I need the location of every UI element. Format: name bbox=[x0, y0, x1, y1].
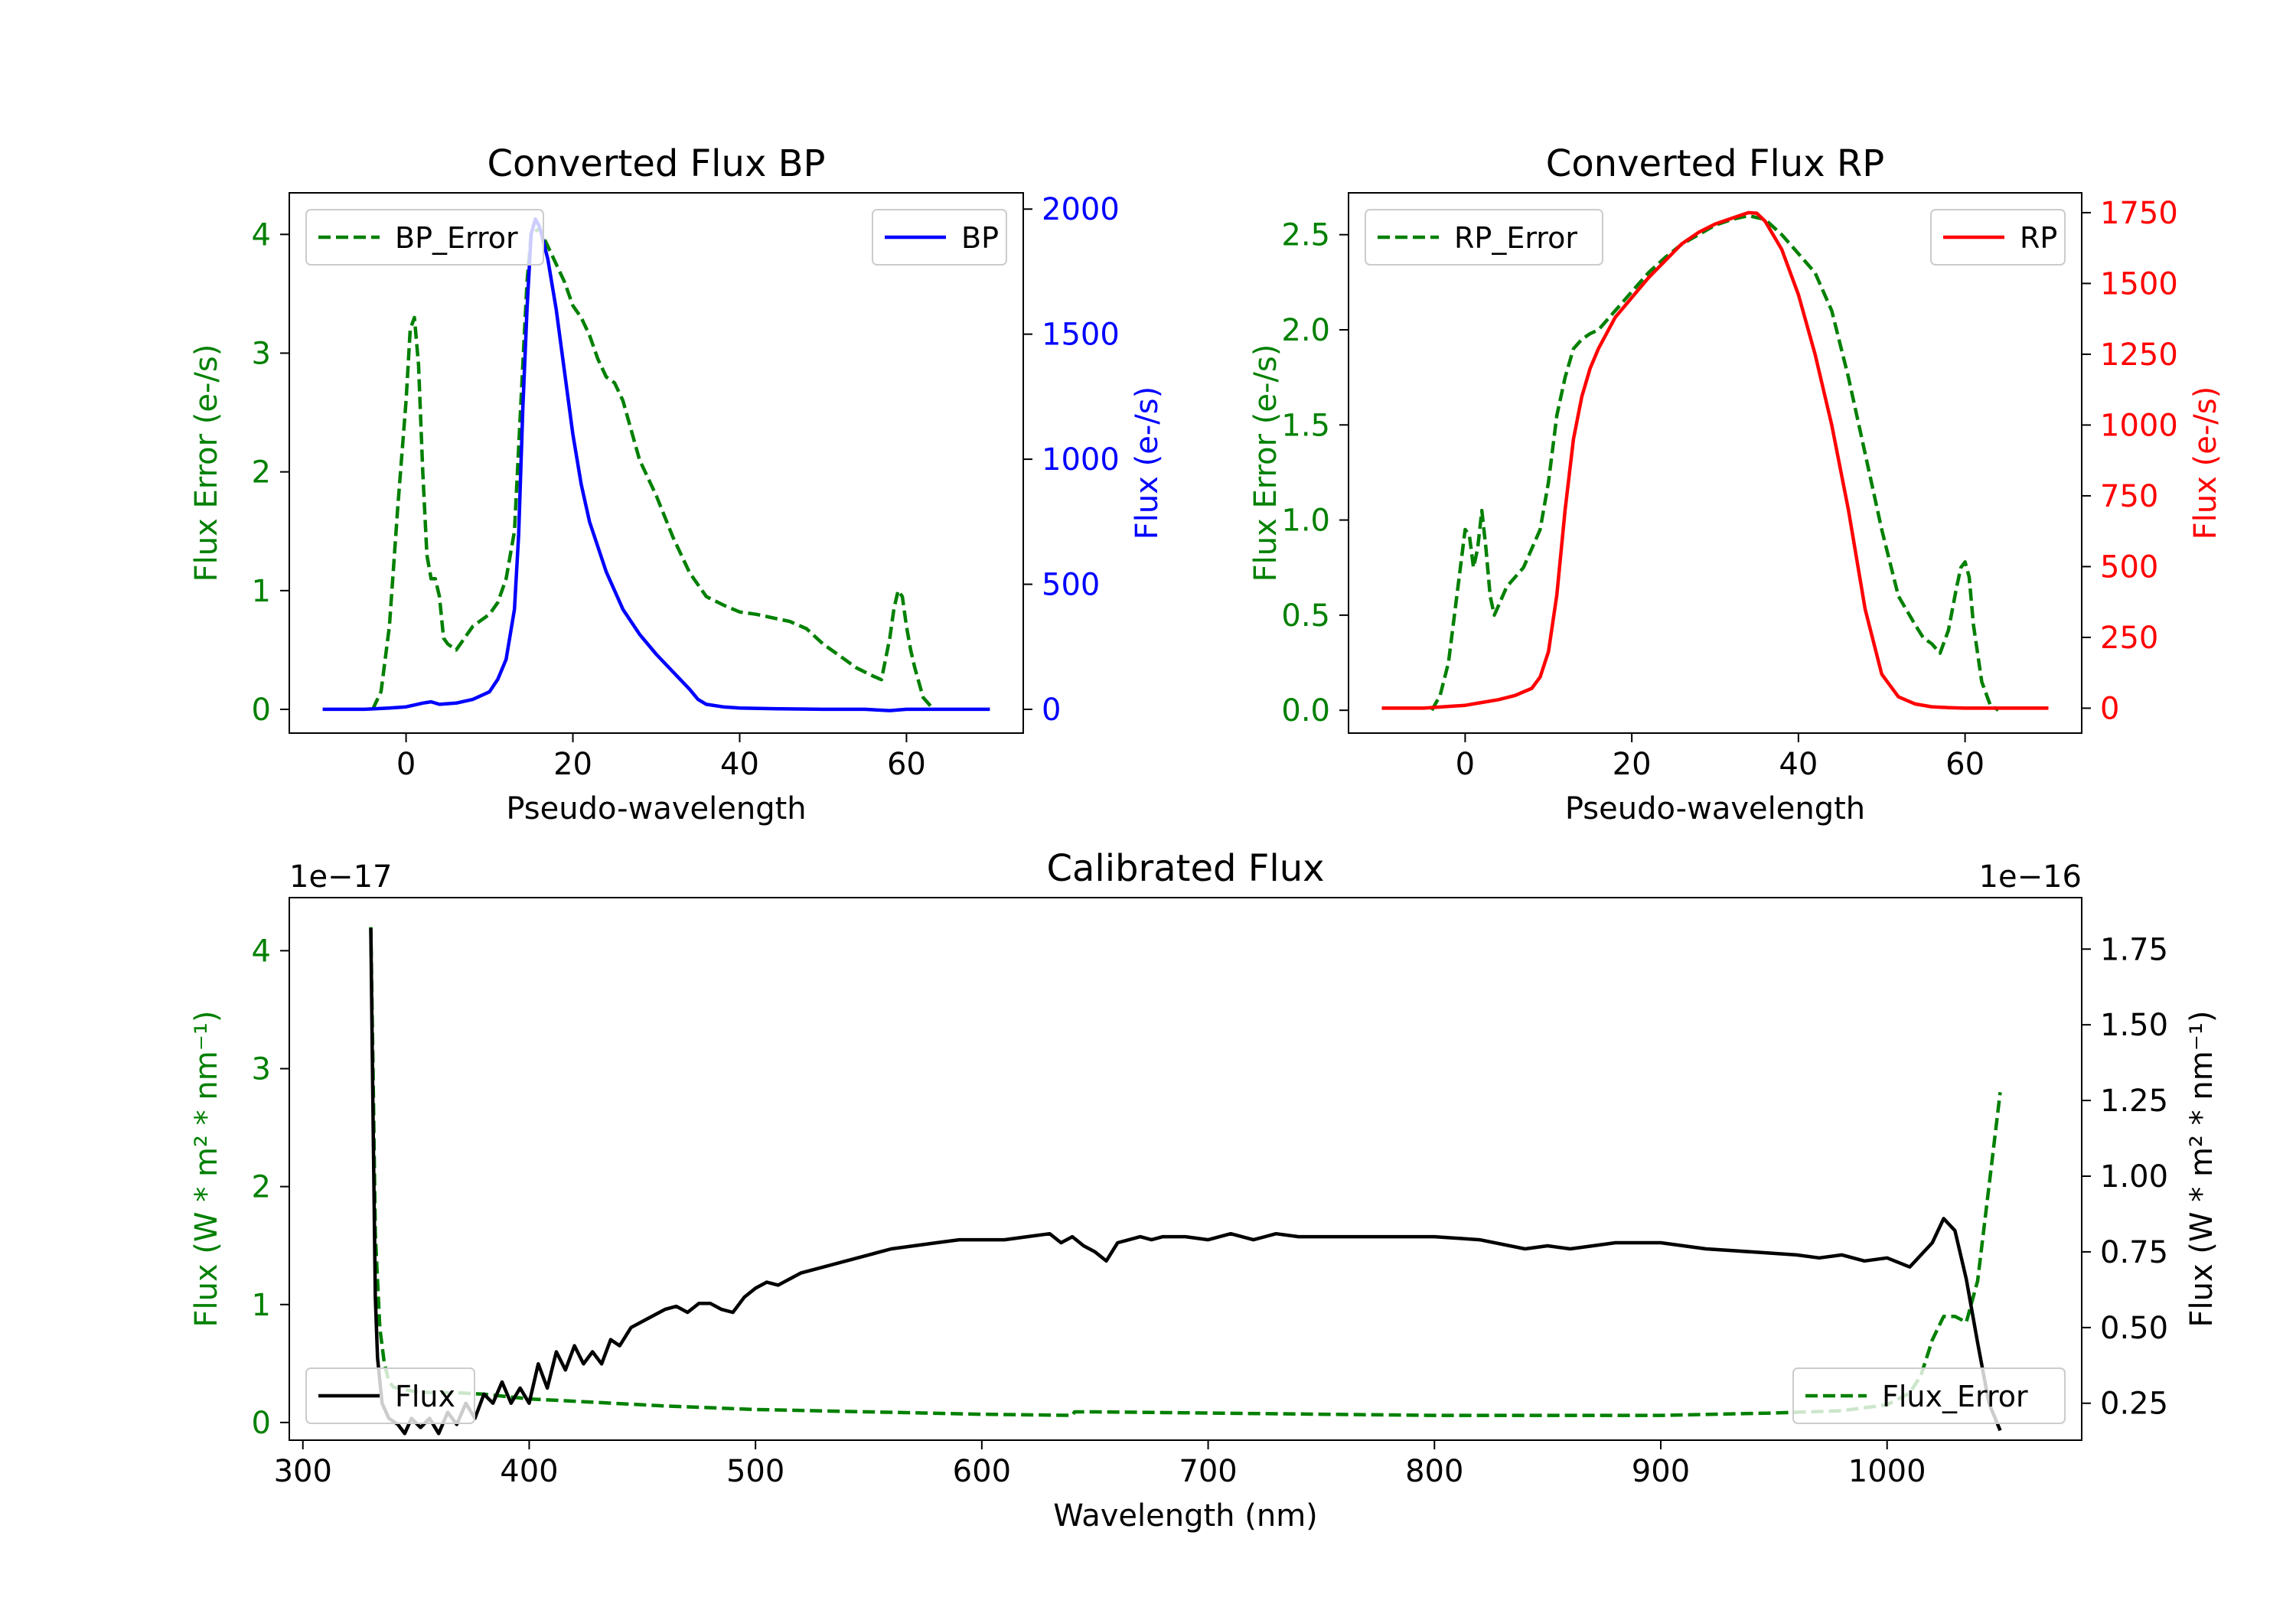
x-tick-label: 0 bbox=[1456, 747, 1475, 782]
y-right-tick-label: 0 bbox=[2100, 691, 2119, 726]
x-tick-label: 600 bbox=[953, 1454, 1011, 1489]
x-tick-label: 300 bbox=[274, 1454, 332, 1489]
plot-frame bbox=[289, 897, 2082, 1441]
chart-title: Calibrated Flux bbox=[1046, 847, 1324, 890]
legend-box bbox=[305, 1367, 475, 1424]
legend-rp-error: RP_Error bbox=[1365, 209, 1603, 266]
y-left-axis-label: Flux (W * m² * nm⁻¹) bbox=[189, 1011, 224, 1328]
legend-label: BP bbox=[961, 221, 999, 255]
y-right-tick-label: 1250 bbox=[2100, 337, 2178, 373]
y-right-tick-label: 0.25 bbox=[2100, 1387, 2168, 1422]
y-left-tick-label: 0.5 bbox=[1281, 598, 1330, 634]
legend-box bbox=[305, 209, 544, 266]
y-left-tick-label: 2 bbox=[252, 455, 271, 491]
y-left-axis-label: Flux Error (e-/s) bbox=[1248, 344, 1283, 582]
series-rp bbox=[1381, 210, 2049, 710]
y-left-axis-label: Flux Error (e-/s) bbox=[189, 344, 224, 582]
y-left-tick-label: 1 bbox=[252, 574, 271, 609]
legend-bp-error: BP_Error bbox=[305, 209, 544, 266]
x-tick-label: 400 bbox=[500, 1454, 558, 1489]
x-axis-label: Pseudo-wavelength bbox=[1565, 791, 1865, 826]
legend-label: BP_Error bbox=[395, 221, 518, 255]
y-left-tick-label: 4 bbox=[252, 934, 271, 969]
y-right-tick-label: 1500 bbox=[1042, 318, 1120, 353]
y-left-tick-label: 2.5 bbox=[1281, 218, 1330, 253]
y-right-tick-label: 0.75 bbox=[2100, 1235, 2168, 1270]
x-tick-label: 500 bbox=[726, 1454, 784, 1489]
plot-frame bbox=[289, 192, 1024, 734]
y-left-tick-label: 2.0 bbox=[1281, 313, 1330, 348]
x-tick-label: 20 bbox=[553, 747, 592, 782]
legend-label: RP bbox=[2020, 221, 2057, 255]
plot-frame bbox=[1348, 192, 2082, 734]
y-left-tick-label: 3 bbox=[252, 1051, 271, 1087]
y-left-tick-label: 0.0 bbox=[1281, 693, 1330, 729]
chart-rp: 0 20 40 60 0.0 0.5 1.0 1.5 2.0 2.5 0 250 500 750 1000 1… bbox=[1248, 142, 2223, 826]
y-left-tick-label: 1.0 bbox=[1281, 504, 1330, 539]
x-tick-label: 60 bbox=[887, 747, 926, 782]
x-axis-label: Wavelength (nm) bbox=[1053, 1498, 1318, 1534]
y-right-tick-label: 1750 bbox=[2100, 196, 2178, 231]
y-right-offset-text: 1e−16 bbox=[1979, 859, 2082, 895]
x-tick-label: 60 bbox=[1945, 747, 1985, 782]
y-right-tick-label: 1000 bbox=[2100, 408, 2178, 443]
series-bp-error bbox=[370, 227, 937, 711]
y-right-tick-label: 1.50 bbox=[2100, 1008, 2168, 1043]
y-right-tick-label: 1.25 bbox=[2100, 1084, 2168, 1119]
chart-cal: 300 400 500 600 700 800 900 1000 0 1 2 3 4 0.25 0.50 0.… bbox=[189, 847, 2219, 1534]
legend-flux-error: Flux_Error bbox=[1792, 1367, 2066, 1424]
y-right-tick-label: 1.00 bbox=[2100, 1159, 2168, 1195]
y-left-offset-text: 1e−17 bbox=[289, 859, 392, 895]
x-tick-label: 40 bbox=[720, 747, 759, 782]
legend-box bbox=[1365, 209, 1603, 266]
y-right-tick-label: 2000 bbox=[1042, 192, 1120, 227]
series-flux bbox=[369, 927, 2002, 1436]
x-tick-label: 900 bbox=[1632, 1454, 1690, 1489]
y-left-tick-label: 2 bbox=[252, 1170, 271, 1205]
x-axis-label: Pseudo-wavelength bbox=[506, 791, 806, 826]
y-right-tick-label: 250 bbox=[2100, 621, 2158, 656]
x-tick-label: 20 bbox=[1613, 747, 1652, 782]
y-right-tick-label: 1.75 bbox=[2100, 932, 2168, 967]
y-left-tick-label: 1.5 bbox=[1281, 408, 1330, 443]
legend-label: Flux bbox=[395, 1380, 455, 1413]
series-bp bbox=[322, 217, 990, 712]
x-tick-label: 40 bbox=[1779, 747, 1818, 782]
legend-box bbox=[1792, 1367, 2066, 1424]
legend-bp: BP bbox=[872, 209, 1007, 266]
y-left-tick-label: 1 bbox=[252, 1288, 271, 1323]
y-right-tick-label: 0 bbox=[1042, 693, 1061, 728]
y-left-tick-label: 0 bbox=[252, 693, 271, 728]
x-tick-label: 800 bbox=[1405, 1454, 1463, 1489]
y-right-tick-label: 750 bbox=[2100, 479, 2158, 514]
y-right-tick-label: 1500 bbox=[2100, 266, 2178, 302]
series-rp-error bbox=[1430, 214, 2000, 712]
y-left-tick-label: 3 bbox=[252, 336, 271, 371]
x-tick-label: 1000 bbox=[1848, 1454, 1926, 1489]
y-right-tick-label: 0.50 bbox=[2100, 1311, 2168, 1346]
legend-rp: RP bbox=[1930, 209, 2066, 266]
y-right-tick-label: 500 bbox=[1042, 568, 1100, 603]
y-left-tick-label: 4 bbox=[252, 217, 271, 253]
y-right-axis-label: Flux (e-/s) bbox=[1130, 386, 1165, 539]
y-right-tick-label: 500 bbox=[2100, 549, 2158, 585]
y-right-tick-label: 1000 bbox=[1042, 442, 1120, 478]
y-right-axis-label: Flux (e-/s) bbox=[2188, 386, 2223, 539]
chart-title: Converted Flux RP bbox=[1546, 142, 1884, 185]
y-left-tick-label: 0 bbox=[252, 1406, 271, 1441]
y-right-axis-label: Flux (W * m² * nm⁻¹) bbox=[2184, 1011, 2219, 1328]
chart-title: Converted Flux BP bbox=[488, 142, 826, 185]
legend-flux: Flux bbox=[305, 1367, 475, 1424]
x-tick-label: 700 bbox=[1179, 1454, 1237, 1489]
legend-label: Flux_Error bbox=[1882, 1380, 2028, 1413]
x-tick-label: 0 bbox=[396, 747, 416, 782]
legend-label: RP_Error bbox=[1454, 221, 1577, 255]
